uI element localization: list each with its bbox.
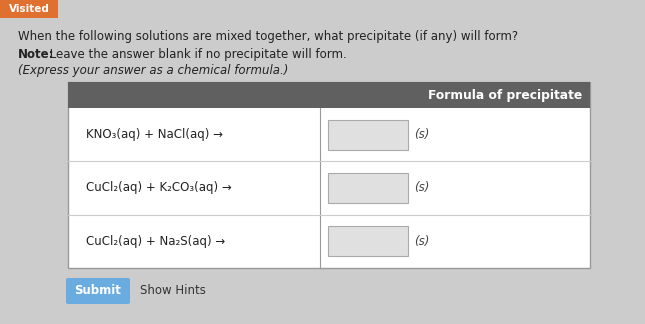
Text: Submit: Submit xyxy=(75,284,121,297)
Text: Note:: Note: xyxy=(18,48,54,61)
Text: Formula of precipitate: Formula of precipitate xyxy=(428,88,582,101)
Text: Visited: Visited xyxy=(8,4,50,14)
Text: KNO₃(aq) + NaCl(aq) →: KNO₃(aq) + NaCl(aq) → xyxy=(86,128,223,141)
Text: (s): (s) xyxy=(414,235,430,248)
Text: Leave the answer blank if no precipitate will form.: Leave the answer blank if no precipitate… xyxy=(46,48,347,61)
FancyBboxPatch shape xyxy=(68,82,590,108)
FancyBboxPatch shape xyxy=(66,278,130,304)
Text: When the following solutions are mixed together, what precipitate (if any) will : When the following solutions are mixed t… xyxy=(18,30,518,43)
Text: CuCl₂(aq) + Na₂S(aq) →: CuCl₂(aq) + Na₂S(aq) → xyxy=(86,235,225,248)
Text: (Express your answer as a chemical formula.): (Express your answer as a chemical formu… xyxy=(18,64,288,77)
FancyBboxPatch shape xyxy=(0,0,58,18)
Text: (s): (s) xyxy=(414,181,430,194)
FancyBboxPatch shape xyxy=(328,173,408,203)
FancyBboxPatch shape xyxy=(328,120,408,150)
Text: Show Hints: Show Hints xyxy=(140,284,206,297)
Text: CuCl₂(aq) + K₂CO₃(aq) →: CuCl₂(aq) + K₂CO₃(aq) → xyxy=(86,181,232,194)
FancyBboxPatch shape xyxy=(328,226,408,256)
FancyBboxPatch shape xyxy=(68,82,590,268)
Text: (s): (s) xyxy=(414,128,430,141)
